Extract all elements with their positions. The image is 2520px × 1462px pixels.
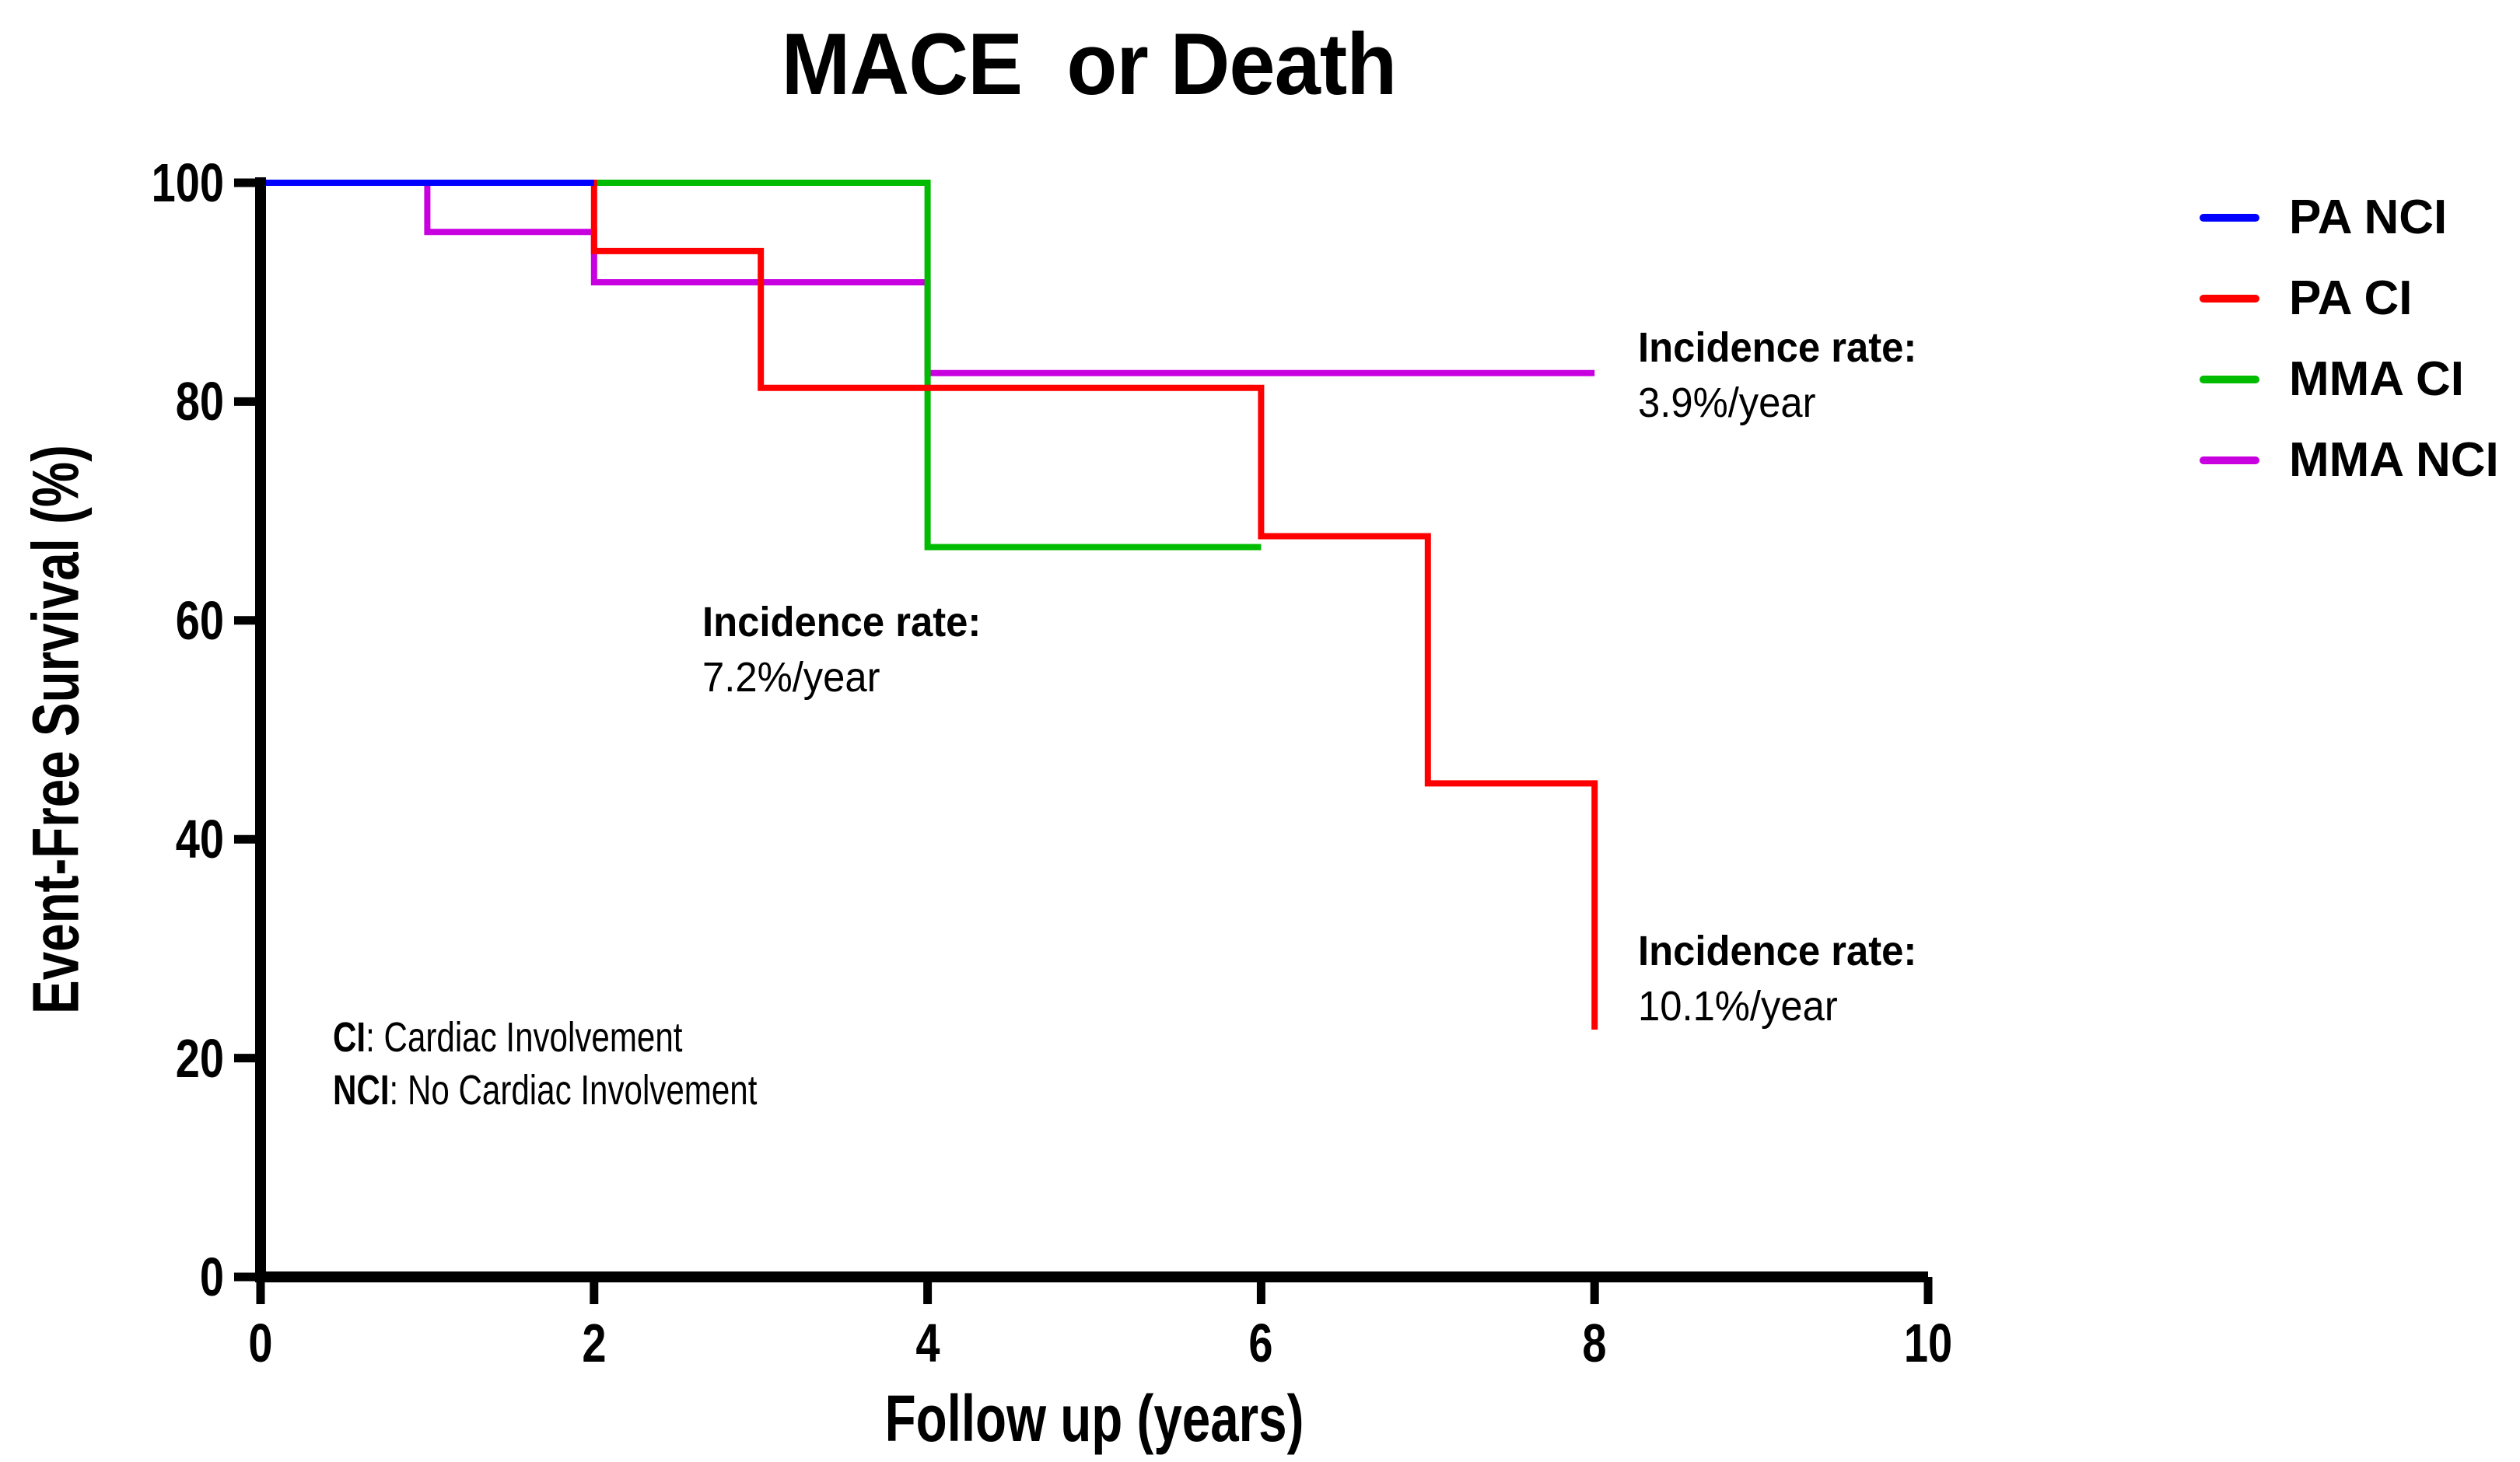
legend-swatch-pa-nci — [2200, 214, 2259, 222]
y-tick-80: 80 — [175, 371, 224, 432]
y-tick-60: 60 — [175, 590, 224, 651]
legend-label-pa-ci: PA CI — [2289, 271, 2413, 325]
annotation-value: 3.9%/year — [1638, 379, 1816, 426]
x-tick-0: 0 — [248, 1313, 273, 1373]
chart-title: MACE or Death — [781, 16, 1398, 113]
abbreviation-note: CI: Cardiac Involvement NCI: No Cardiac … — [333, 1011, 757, 1117]
x-axis-title: Follow up (years) — [884, 1382, 1304, 1455]
legend-item-pa-nci: PA NCI — [2200, 191, 2520, 245]
legend-swatch-pa-ci — [2200, 295, 2259, 303]
y-axis-title: Event-Free Survival (%) — [19, 445, 93, 1014]
y-tick-100: 100 — [151, 152, 224, 213]
legend: PA NCI PA CI MMA CI MMA NCI — [2200, 0, 2520, 544]
x-axis-ticks — [256, 1277, 1933, 1304]
ci-prefix: CI — [333, 1014, 366, 1061]
legend-item-pa-ci: PA CI — [2200, 271, 2520, 326]
abbreviation-note-line1: CI: Cardiac Involvement — [333, 1011, 757, 1064]
survival-curves — [261, 180, 1598, 1030]
abbreviation-note-line2: NCI: No Cardiac Involvement — [333, 1064, 757, 1117]
y-tick-0: 0 — [199, 1247, 224, 1307]
legend-label-mma-ci: MMA CI — [2289, 352, 2464, 406]
x-tick-2: 2 — [582, 1313, 607, 1373]
annotation-label: Incidence rate: — [1638, 928, 1917, 974]
annotation-label: Incidence rate: — [1638, 324, 1917, 371]
legend-swatch-mma-ci — [2200, 376, 2259, 383]
legend-item-mma-nci: MMA NCI — [2200, 433, 2520, 488]
legend-label-mma-nci: MMA NCI — [2289, 433, 2499, 487]
annotation-mma-nci-incidence: Incidence rate: 3.9%/year — [1638, 320, 1916, 431]
annotation-value: 10.1%/year — [1638, 983, 1838, 1030]
annotation-value: 7.2%/year — [702, 654, 880, 701]
legend-item-mma-ci: MMA CI — [2200, 352, 2520, 407]
legend-label-pa-nci: PA NCI — [2289, 191, 2448, 244]
y-tick-20: 20 — [175, 1028, 224, 1089]
ci-text: : Cardiac Involvement — [366, 1014, 683, 1061]
nci-text: : No Cardiac Involvement — [389, 1067, 758, 1114]
x-tick-10: 10 — [1903, 1313, 1953, 1373]
x-tick-8: 8 — [1582, 1313, 1607, 1373]
legend-swatch-mma-nci — [2200, 456, 2259, 464]
annotation-pa-ci-incidence: Incidence rate: 10.1%/year — [1638, 924, 1916, 1034]
y-tick-40: 40 — [175, 809, 224, 869]
x-tick-4: 4 — [915, 1313, 940, 1373]
annotation-label: Incidence rate: — [702, 599, 982, 645]
annotation-mma-ci-incidence: Incidence rate: 7.2%/year — [702, 595, 981, 705]
axes — [255, 177, 1928, 1282]
curve-pa-ci — [261, 180, 1598, 1030]
x-tick-6: 6 — [1248, 1313, 1273, 1373]
nci-prefix: NCI — [333, 1067, 390, 1114]
y-axis-ticks — [234, 178, 261, 1282]
